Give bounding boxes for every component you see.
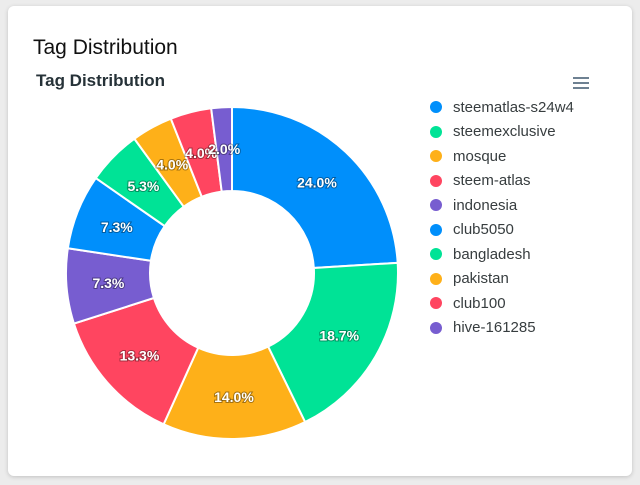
legend-item-indonesia[interactable]: indonesia (430, 193, 574, 218)
legend-item-steemexclusive[interactable]: steemexclusive (430, 120, 574, 145)
legend-label: bangladesh (453, 245, 531, 263)
legend-label: steematlas-s24w4 (453, 98, 574, 116)
legend-marker (430, 297, 442, 310)
legend-marker (430, 101, 442, 114)
legend-marker (430, 174, 442, 187)
legend-marker (430, 248, 442, 261)
legend-item-mosque[interactable]: mosque (430, 144, 574, 169)
legend-item-hive-161285[interactable]: hive-161285 (430, 316, 574, 341)
legend-marker (430, 223, 442, 236)
legend-label: pakistan (453, 270, 509, 288)
legend-label: steem-atlas (453, 172, 531, 190)
legend-label: club5050 (453, 221, 514, 239)
legend-item-club100[interactable]: club100 (430, 291, 574, 316)
slice-label-indonesia: 7.3% (92, 275, 124, 291)
slice-label-steemexclusive: 18.7% (319, 327, 359, 343)
legend-item-steematlas-s24w4[interactable]: steematlas-s24w4 (430, 95, 574, 120)
slice-label-hive-161285: 2.0% (208, 141, 240, 157)
slice-label-club100: 4.0% (185, 145, 217, 161)
legend-label: mosque (453, 147, 507, 165)
legend-marker (430, 272, 442, 285)
slice-steemexclusive[interactable] (266, 261, 399, 424)
slice-label-bangladesh: 5.3% (127, 178, 159, 194)
legend-label: club100 (453, 294, 506, 312)
hamburger-menu-icon[interactable] (570, 72, 592, 94)
card-title: Tag Distribution (33, 36, 178, 59)
chart-title: Tag Distribution (36, 71, 166, 90)
legend-item-pakistan[interactable]: pakistan (430, 267, 574, 292)
legend-label: indonesia (453, 196, 518, 214)
slice-label-steematlas-s24w4: 24.0% (297, 175, 337, 191)
legend-marker (430, 321, 442, 334)
legend-item-club5050[interactable]: club5050 (430, 218, 574, 243)
slice-steematlas-s24w4[interactable] (231, 105, 399, 270)
legend-marker (430, 150, 442, 163)
slice-label-steem-atlas: 13.3% (120, 348, 160, 364)
legend-item-steem-atlas[interactable]: steem-atlas (430, 169, 574, 194)
legend-marker (430, 125, 442, 138)
legend-label: hive-161285 (453, 319, 536, 337)
slice-label-pakistan: 4.0% (156, 156, 188, 172)
slice-label-mosque: 14.0% (214, 389, 254, 405)
legend-item-bangladesh[interactable]: bangladesh (430, 242, 574, 267)
slice-labels: 24.0% 18.7% 14.0% 13.3% 7.3% 7.3% 5.3% 4.0%4.0%… (91, 140, 360, 406)
slice-label-club5050: 7.3% (101, 219, 133, 235)
legend-marker (430, 199, 442, 212)
slice-hive-161285[interactable] (210, 105, 233, 193)
legend-label: steemexclusive (453, 123, 556, 141)
donut-slices (65, 105, 399, 440)
chart-legend: steematlas-s24w4 steemexclusive mosque stee… (430, 95, 574, 340)
